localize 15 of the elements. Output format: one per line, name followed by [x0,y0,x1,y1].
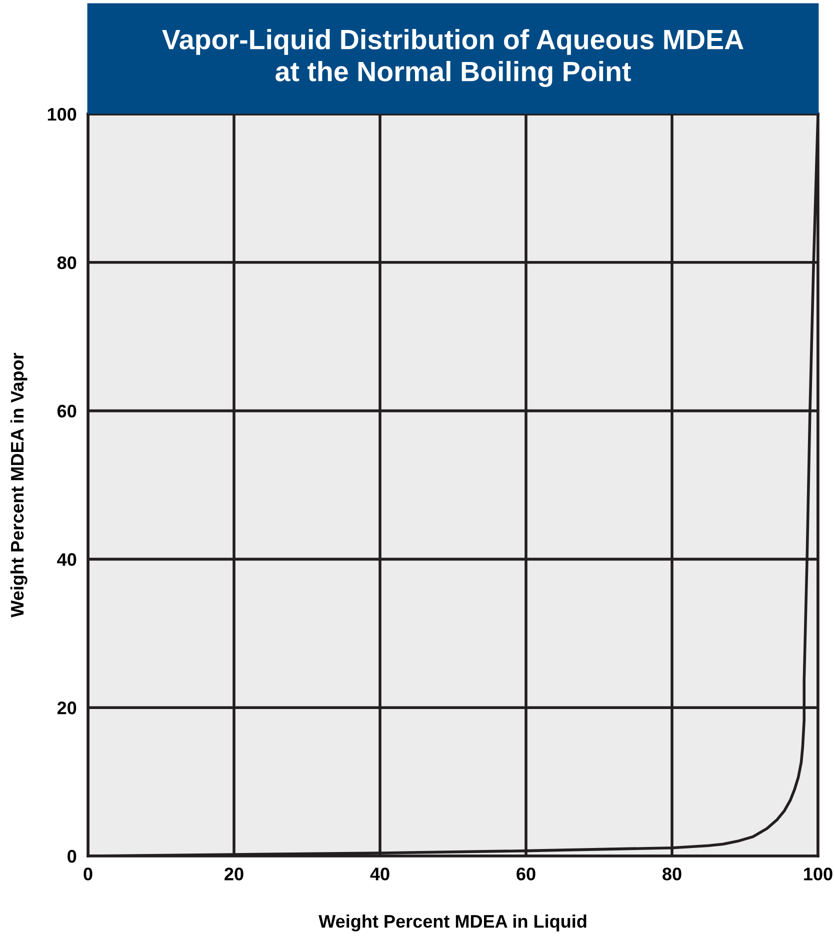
x-tick-label: 80 [662,868,682,880]
y-tick-label: 0 [68,850,76,863]
y-axis-title: Weight Percent MDEA in Vapor [10,352,28,618]
y-tick-label: 100 [48,108,76,121]
x-tick-label: 20 [224,868,244,880]
y-tick-label: 80 [57,256,76,270]
y-tick-label: 40 [57,553,76,566]
x-axis-title: Weight Percent MDEA in Liquid [318,914,586,932]
y-tick-label: 60 [57,404,76,418]
chart-title: Vapor-Liquid Distribution of Aqueous MDEA at the Normal Boiling Point [162,29,744,87]
x-tick-label: 0 [84,868,92,880]
x-tick-label: 40 [370,868,390,880]
y-tick-label: 20 [57,702,76,714]
x-tick-label: 100 [804,868,832,880]
x-tick-label: 60 [516,868,536,880]
